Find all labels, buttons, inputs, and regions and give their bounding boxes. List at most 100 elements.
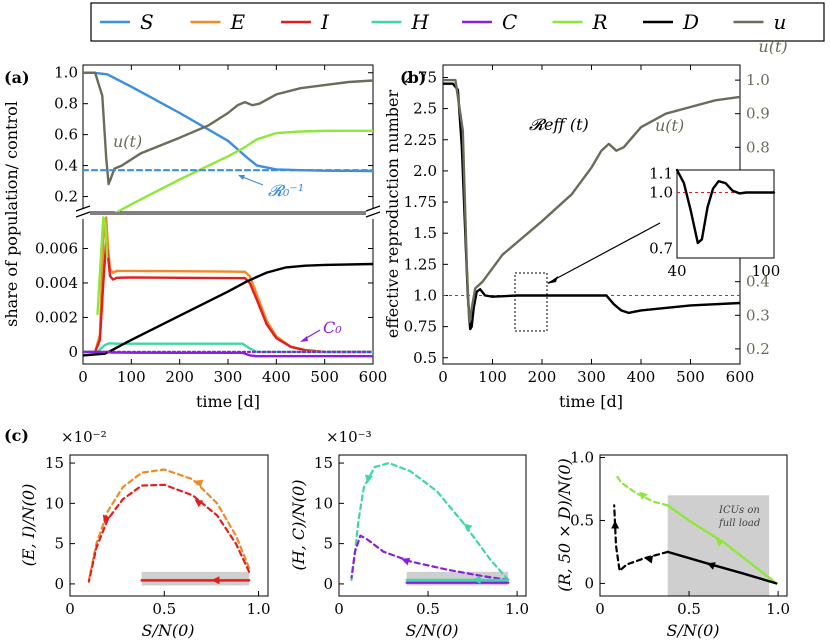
b-y2tick: 0.9 <box>746 105 770 123</box>
full-load-region <box>141 571 250 586</box>
a-xtick: 500 <box>310 368 339 386</box>
c1-ytick: 10 <box>45 494 64 512</box>
c3-xtick: 0 <box>595 600 605 618</box>
legend-label-e: E <box>230 10 246 34</box>
b-ytick: 2.5 <box>413 100 437 118</box>
a-bottom-ytick: 0.002 <box>35 308 78 326</box>
c2-arrow-h3 <box>364 474 373 484</box>
c2-arrow-c <box>401 557 411 566</box>
b-xtick: 400 <box>627 368 656 386</box>
c1-series-i <box>87 483 251 583</box>
c3-ytick: 1.0 <box>570 449 594 467</box>
c2-scale: ×10⁻³ <box>326 428 372 446</box>
c3-series-d-dashed <box>613 504 669 572</box>
c3-frame <box>599 454 788 597</box>
reff-label: 𝓡eff (t) <box>529 115 589 134</box>
c2-xtick: 0.5 <box>416 600 440 618</box>
b-series-u <box>443 78 740 324</box>
a-bottom-ytick: 0.004 <box>35 274 78 292</box>
inset: 1.11.0 0.7 40 100 <box>649 165 780 280</box>
c1-frame <box>69 454 269 597</box>
c3-arrow-d2 <box>644 555 654 564</box>
panel-b-right-label: u(t) <box>758 37 787 56</box>
a-top-ytick: 1.0 <box>54 64 78 82</box>
a-xtick: 300 <box>214 368 243 386</box>
a-xtick: 100 <box>117 368 146 386</box>
panel-b-ylabel: effective reproduction number <box>383 90 402 339</box>
b-xtick: 300 <box>577 368 606 386</box>
c3-arrow-r <box>715 538 725 547</box>
b-y2tick: 0.8 <box>746 138 770 156</box>
b-ytick: 1.75 <box>404 193 437 211</box>
inset-reff-line <box>675 168 776 245</box>
b-ytick: 0.5 <box>413 349 437 367</box>
c2-arrow-h2 <box>463 523 473 532</box>
c1-series-e <box>87 468 251 582</box>
c1-xtick: 0 <box>65 600 75 618</box>
c3-arrow-d3 <box>611 520 620 529</box>
legend-label-d: D <box>682 10 699 34</box>
zoom-arrow <box>547 222 661 284</box>
c2-series-h <box>350 462 510 582</box>
a-bottom-series-i <box>83 240 373 354</box>
a-xtick: 400 <box>262 368 291 386</box>
c0-label: C₀ <box>323 318 342 337</box>
legend-label-c: C <box>502 10 517 34</box>
b-ytick: 2.25 <box>404 131 437 149</box>
b-xtick: 100 <box>478 368 507 386</box>
b-xtick: 200 <box>528 368 557 386</box>
b-xtick: 0 <box>438 368 448 386</box>
a-top-series-r <box>114 129 373 212</box>
inset-ytick: 0.7 <box>649 240 673 258</box>
r0-annotation: 𝓡₀⁻¹ <box>238 175 304 200</box>
c1-ytick: 5 <box>54 535 64 553</box>
axis-break-right <box>365 205 381 219</box>
a-top-ytick: 0.8 <box>54 95 78 113</box>
a-top-series-u <box>83 71 373 186</box>
b-ytick-one: 1.0 <box>413 286 437 304</box>
panel-c-tag: (c) <box>4 426 29 445</box>
b-y2tick: 0.2 <box>746 340 770 358</box>
c2-ytick: 0 <box>323 575 333 593</box>
c3-series-r-dashed <box>614 474 669 507</box>
c3-xtick: 0.5 <box>677 600 701 618</box>
c1-arrow-i2 <box>102 514 111 524</box>
panel-c: (c) ×10⁻² ×10⁻³ 0 0.5 1.0 0 5 10 15 0 0.5 1.0 0 5 1… <box>4 426 790 640</box>
c1-xtick: 0.5 <box>152 600 176 618</box>
b-y2tick: 1.0 <box>746 71 770 89</box>
c3-ytick: 0.5 <box>570 511 594 529</box>
panel-a-xlabel: time [d] <box>196 392 260 411</box>
c1-ytick: 15 <box>45 454 64 472</box>
a-top-ytick: 0.4 <box>54 157 78 175</box>
c3-ytick: 0 <box>584 574 594 592</box>
c1-arrow-i <box>194 499 204 508</box>
b-ytick: 1.25 <box>404 255 437 273</box>
c1-scale: ×10⁻² <box>61 428 107 446</box>
c2-frame <box>338 454 527 597</box>
a-xtick: 200 <box>165 368 194 386</box>
axis-break-left <box>75 205 91 219</box>
panel-b-tag: (b) <box>400 68 426 87</box>
c2-ytick: 5 <box>323 535 333 553</box>
c3-series-d-solid <box>666 550 778 585</box>
a-xtick: 600 <box>359 368 388 386</box>
inset-ytick-one: 1.0 <box>649 183 673 201</box>
c2-xtick: 0 <box>334 600 344 618</box>
inset-xtick: 40 <box>667 262 686 280</box>
c2-ytick: 15 <box>314 454 333 472</box>
panel-b-u-label: u(t) <box>655 116 684 135</box>
a-top-ytick: 0.2 <box>54 188 78 206</box>
c1-xtick: 1.0 <box>247 600 271 618</box>
b-y2tick: 0.4 <box>746 273 770 291</box>
c0-annotation: C₀ <box>300 318 342 342</box>
c3-arrow-d <box>706 562 716 570</box>
panel-a-u-label: u(t) <box>113 132 142 151</box>
b-xtick: 500 <box>676 368 705 386</box>
b-ytick: 1.5 <box>413 224 437 242</box>
c1-xlabel: S/N(0) <box>141 621 194 640</box>
legend-label-s: S <box>140 10 154 34</box>
legend-label-h: H <box>411 10 430 34</box>
inset-xtick: 100 <box>752 262 781 280</box>
panel-a-ylabel: share of population/ control <box>2 101 21 327</box>
